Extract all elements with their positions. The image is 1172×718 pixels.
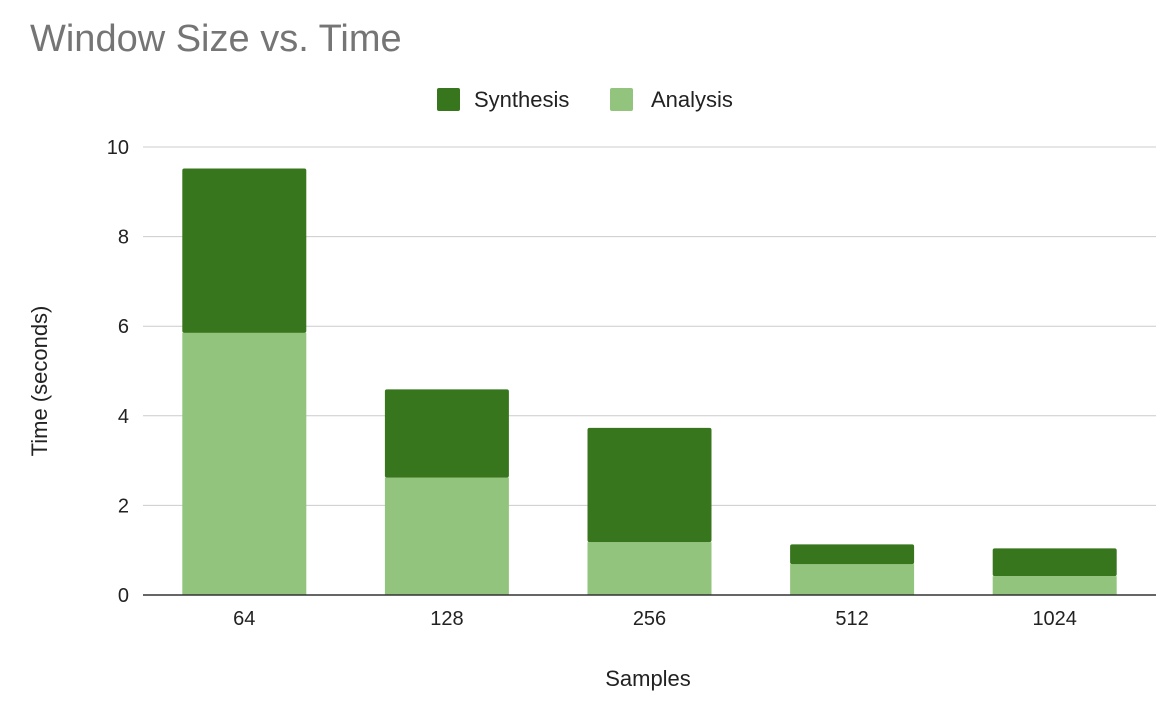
y-tick-label: 8 xyxy=(118,227,129,249)
chart-title: Window Size vs. Time xyxy=(30,18,402,60)
bar-synthesis-512 xyxy=(790,544,915,565)
bar-synthesis-128 xyxy=(384,389,509,478)
grid-layer xyxy=(143,146,1156,506)
legend-swatch-analysis xyxy=(610,88,633,111)
x-axis-title: Samples xyxy=(605,666,691,691)
bar-synthesis-64 xyxy=(182,168,307,333)
x-tick-label: 128 xyxy=(430,608,463,630)
bar-synthesis-1024 xyxy=(992,548,1117,577)
y-tick-label: 2 xyxy=(118,495,129,517)
y-tick-label: 10 xyxy=(107,137,129,159)
bar-analysis-512 xyxy=(790,564,915,595)
x-tick-label: 64 xyxy=(233,608,255,630)
bar-synthesis-256 xyxy=(587,427,712,543)
y-axis-title: Time (seconds) xyxy=(27,306,52,457)
bars-layer xyxy=(182,168,1117,595)
bar-analysis-64 xyxy=(182,332,307,595)
legend: Synthesis Analysis xyxy=(437,87,733,112)
x-tick-labels: 64 128 256 512 1024 xyxy=(233,608,1077,630)
legend-swatch-synthesis xyxy=(437,88,460,111)
legend-label-synthesis: Synthesis xyxy=(474,87,569,112)
x-tick-label: 256 xyxy=(633,608,666,630)
bar-analysis-128 xyxy=(384,477,509,595)
y-tick-label: 0 xyxy=(118,585,129,607)
legend-label-analysis: Analysis xyxy=(651,87,733,112)
y-tick-label: 4 xyxy=(118,406,129,428)
bar-analysis-256 xyxy=(587,542,712,595)
y-tick-labels: 0 2 4 6 8 10 xyxy=(107,137,129,607)
x-tick-label: 1024 xyxy=(1032,608,1077,630)
bar-analysis-1024 xyxy=(992,576,1117,595)
x-tick-label: 512 xyxy=(835,608,868,630)
y-tick-label: 6 xyxy=(118,316,129,338)
